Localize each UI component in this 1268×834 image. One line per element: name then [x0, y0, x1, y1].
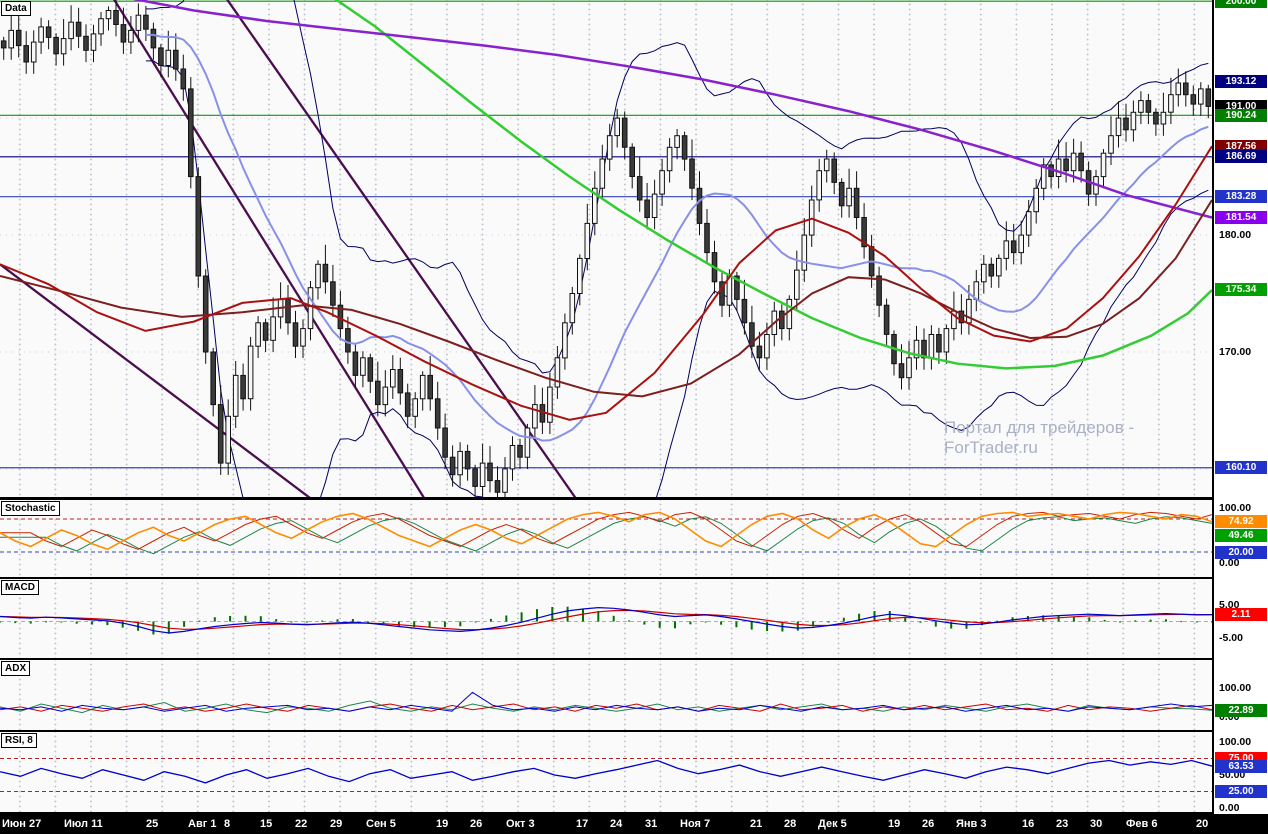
scale-label: 180.00 — [1219, 229, 1252, 242]
time-axis-label: 26 — [922, 818, 935, 830]
price-badge: 183.28 — [1215, 190, 1267, 204]
scale-label: 100.00 — [1219, 736, 1252, 748]
time-axis-label: 17 — [576, 818, 589, 830]
time-axis-label: 24 — [610, 818, 623, 830]
ma-red-slow-line — [0, 199, 1212, 398]
price-badge: 22.89 — [1215, 703, 1267, 717]
scale-label: 100.00 — [1219, 502, 1252, 514]
price-gridlines — [0, 117, 1212, 470]
time-axis-label: 28 — [784, 818, 797, 830]
time-axis-label: 8 — [224, 818, 231, 830]
price-panel-label: Data — [1, 1, 31, 16]
macd-svg — [0, 606, 1212, 635]
bollinger-mid-line — [145, 33, 1209, 442]
time-axis-label: Июл 11 — [64, 818, 103, 830]
candlestick-series — [0, 0, 1212, 497]
price-badge: 49.46 — [1215, 529, 1267, 543]
scale-label: 100.00 — [1219, 682, 1252, 694]
time-axis-label: Окт 3 — [506, 818, 535, 830]
ma-green-line — [334, 0, 1212, 370]
time-axis-label: Янв 3 — [956, 818, 987, 830]
price-badge: 25.00 — [1215, 785, 1267, 798]
rsi-line — [0, 759, 1212, 784]
time-axis-label: 26 — [470, 818, 483, 830]
rsi-panel-label: RSI, 8 — [1, 733, 37, 748]
time-axis-label: 15 — [260, 818, 273, 830]
price-badge: 193.12 — [1215, 75, 1267, 89]
price-badge: 20.00 — [1215, 545, 1267, 559]
adx-svg — [0, 691, 1212, 714]
time-axis-label: 21 — [750, 818, 763, 830]
trend-lines[interactable] — [0, 0, 577, 497]
scale-label: 5.00 — [1219, 599, 1240, 611]
watermark-text: Портал для трейдеров - ForTrader.ru — [944, 418, 1135, 457]
price-badge: 74.92 — [1215, 515, 1267, 529]
ma-purple-line — [132, 0, 1212, 219]
stochastic-panel-label: Stochastic — [1, 501, 60, 516]
macd-panel[interactable]: MACD — [0, 579, 1212, 658]
price-badge: 175.34 — [1215, 283, 1267, 297]
price-badge: 2.11 — [1215, 608, 1267, 622]
time-axis-label: Июн 27 — [2, 818, 42, 830]
price-badge: 181.54 — [1215, 210, 1267, 224]
time-axis-label: 31 — [645, 818, 658, 830]
time-axis-label: 29 — [330, 818, 343, 830]
time-axis-label: Фев 6 — [1126, 818, 1158, 830]
price-badge: 200.00 — [1215, 0, 1267, 8]
rsi-svg — [0, 758, 1212, 792]
macd-panel-label: MACD — [1, 580, 39, 595]
stoch-slow-line — [0, 516, 1212, 555]
time-axis-label: 25 — [146, 818, 159, 830]
time-axis-label: 23 — [1056, 818, 1069, 830]
ma-red-fast-line — [0, 145, 1212, 421]
time-axis-label: 16 — [1022, 818, 1035, 830]
price-badge: 160.10 — [1215, 461, 1267, 475]
macd-signal-line — [0, 609, 1212, 631]
scale-label: 0.00 — [1219, 557, 1240, 569]
rsi-panel[interactable]: RSI, 8 — [0, 732, 1212, 812]
adx-panel-label: ADX — [1, 661, 31, 676]
bollinger-bands — [145, 0, 1209, 497]
stoch-signal-line — [0, 511, 1212, 550]
time-axis-label: 19 — [888, 818, 901, 830]
adx-adx-line — [0, 691, 1212, 712]
time-axis-label: Ноя 7 — [680, 818, 711, 830]
stochastic-panel[interactable]: Stochastic — [0, 500, 1212, 577]
time-axis[interactable]: Июн 27 Июл 11 25 Авг 1 8 15 22 29 Сен 5 19 26 Окт 3… — [0, 814, 1268, 834]
time-axis-label: 20 — [1196, 818, 1209, 830]
time-axis-label: 19 — [436, 818, 449, 830]
time-axis-label: Дек 5 — [818, 818, 847, 830]
adx-panel[interactable]: ADX — [0, 660, 1212, 730]
time-axis-label: 22 — [295, 818, 308, 830]
price-badge: 63.53 — [1215, 759, 1267, 773]
price-chart-svg — [0, 0, 1212, 497]
adx-minus-di-line — [0, 703, 1212, 712]
macd-main-line — [0, 606, 1212, 634]
price-chart-panel[interactable]: Data Портал для трейдеров - ForTrader.ru — [0, 0, 1212, 497]
scale-label: 0.00 — [1219, 802, 1240, 814]
price-badge: 187.56 — [1215, 140, 1267, 154]
time-axis-label: Сен 5 — [366, 818, 396, 830]
time-axis-label: Авг 1 — [188, 818, 217, 830]
stoch-main-line — [0, 511, 1212, 551]
scale-label: 170.00 — [1219, 345, 1252, 358]
stochastic-svg — [0, 511, 1212, 555]
scale-label: -5.00 — [1219, 632, 1243, 644]
price-badge: 190.24 — [1215, 108, 1267, 122]
price-badge: 186.69 — [1215, 150, 1267, 164]
time-axis-label: 30 — [1090, 818, 1103, 830]
price-scale-column[interactable]: 180.00 170.00 200.00 193.12 191.00 190.24 187.… — [1212, 0, 1268, 814]
